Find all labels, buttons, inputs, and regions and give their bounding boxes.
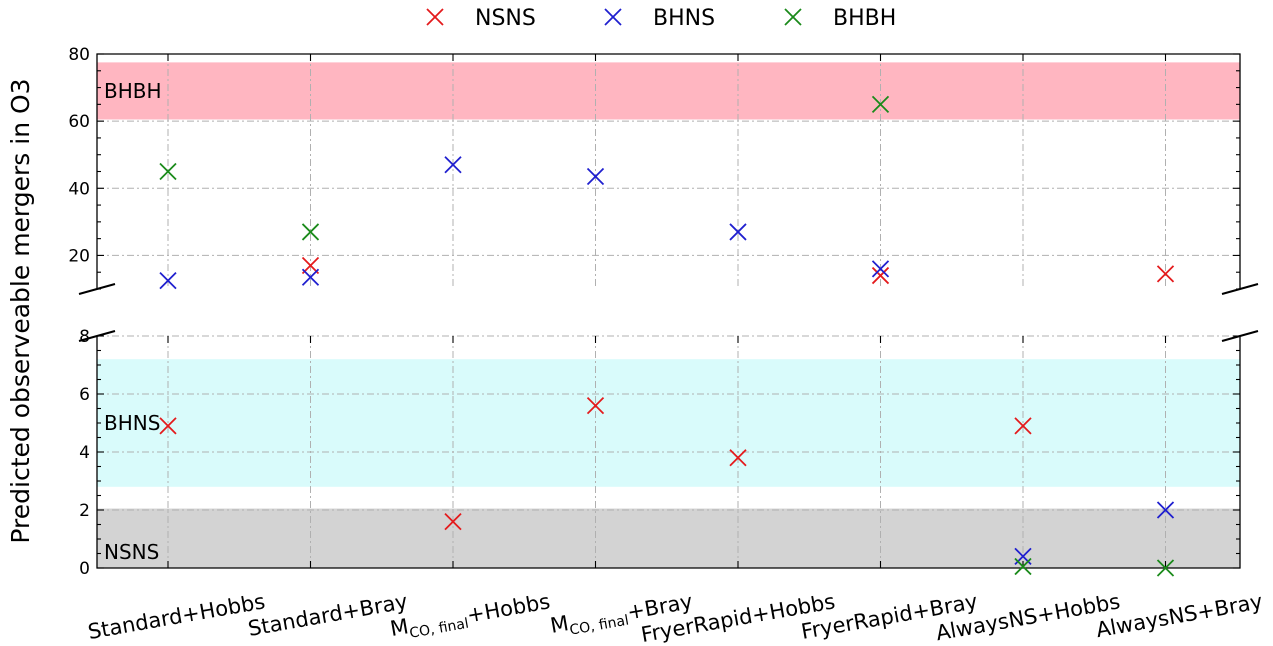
point-bhns — [444, 156, 462, 174]
marker-stroke — [1156, 265, 1175, 283]
marker-stroke — [729, 449, 747, 467]
legend-item-bhns: BHNS — [604, 6, 715, 31]
marker-stroke — [1156, 559, 1175, 577]
marker-stroke — [301, 268, 320, 286]
frame-layer — [78, 53, 1259, 569]
point-bhbh — [1156, 559, 1175, 577]
point-nsns — [159, 417, 177, 435]
point-bhns — [1156, 501, 1175, 519]
xtick-label-rest: +Hobbs — [465, 589, 552, 627]
legend-label: BHNS — [653, 6, 715, 31]
xtick-label-base: M — [388, 614, 410, 641]
marker-stroke — [1014, 557, 1032, 576]
marker-stroke — [444, 512, 462, 531]
y-axis-label: Predicted observeable mergers in O3 — [6, 78, 35, 543]
ytick-label: 2 — [79, 501, 90, 521]
point-bhns — [159, 271, 177, 290]
point-bhbh — [871, 95, 890, 113]
point-bhbh — [1014, 557, 1032, 576]
legend-marker-stroke — [784, 8, 802, 26]
band-nsns — [97, 508, 1240, 568]
ytick-label: 80 — [68, 45, 90, 65]
point-nsns — [871, 266, 890, 285]
labels-layer: BHBH BHNS NSNS 20 40 60 80 0 2 4 6 8 Standard+HobbsS… — [6, 45, 1264, 646]
point-nsns — [1014, 417, 1032, 435]
ytick-label: 20 — [68, 246, 90, 266]
marker-stroke — [871, 260, 890, 278]
xtick-label-base: M — [548, 611, 570, 638]
xtick-label: AlwaysNS+Bray — [1094, 589, 1264, 642]
band-bhns — [97, 359, 1240, 487]
ytick-label: 6 — [79, 385, 90, 405]
marker-stroke — [301, 223, 320, 241]
marker-stroke — [444, 156, 462, 174]
ytick-label: 0 — [79, 559, 90, 579]
marker-stroke — [586, 396, 605, 415]
legend-item-nsns: NSNS — [426, 6, 536, 31]
legend-item-bhbh: BHBH — [784, 6, 896, 31]
xtick-label-subscript: CO, final — [408, 616, 470, 642]
marker-stroke — [871, 266, 890, 285]
point-bhns — [586, 167, 605, 186]
point-nsns — [586, 396, 605, 415]
marks-layer — [159, 95, 1175, 577]
point-bhbh — [301, 223, 320, 241]
point-bhns — [871, 260, 890, 278]
band-label-bhbh: BHBH — [104, 79, 162, 103]
ytick-label: 8 — [79, 327, 90, 347]
legend-marker-stroke — [426, 8, 444, 26]
marker-stroke — [159, 271, 177, 290]
point-nsns — [444, 512, 462, 531]
marker-stroke — [159, 417, 177, 435]
grid-layer — [97, 53, 1240, 569]
bands-layer — [97, 62, 1240, 568]
ticks-layer — [97, 53, 1240, 569]
point-bhns — [729, 223, 747, 241]
legend-marker-stroke — [604, 8, 622, 26]
xtick-label: Standard+Hobbs — [86, 589, 267, 644]
ytick-label: 4 — [79, 443, 90, 463]
ytick-label: 60 — [68, 112, 90, 132]
marker-stroke — [729, 223, 747, 241]
band-label-bhns: BHNS — [104, 411, 160, 435]
ytick-label: 40 — [68, 179, 90, 199]
xtick-label: Standard+Bray — [246, 589, 409, 641]
band-bhbh — [97, 62, 1240, 120]
legend-label: BHBH — [833, 6, 896, 31]
marker-stroke — [586, 167, 605, 186]
legend: NSNS BHNS BHBH — [426, 6, 896, 31]
legend-label: NSNS — [475, 6, 536, 31]
point-nsns — [729, 449, 747, 467]
marker-stroke — [871, 95, 890, 113]
point-bhns — [301, 268, 320, 286]
marker-stroke — [1156, 501, 1175, 519]
xtick-label-subscript: CO, final — [568, 613, 630, 639]
point-nsns — [1156, 265, 1175, 283]
marker-stroke — [159, 162, 177, 181]
xtick-label: MCO, final+Hobbs — [388, 589, 552, 645]
point-bhbh — [159, 162, 177, 181]
band-label-nsns: NSNS — [104, 540, 159, 564]
marker-stroke — [1014, 417, 1032, 435]
